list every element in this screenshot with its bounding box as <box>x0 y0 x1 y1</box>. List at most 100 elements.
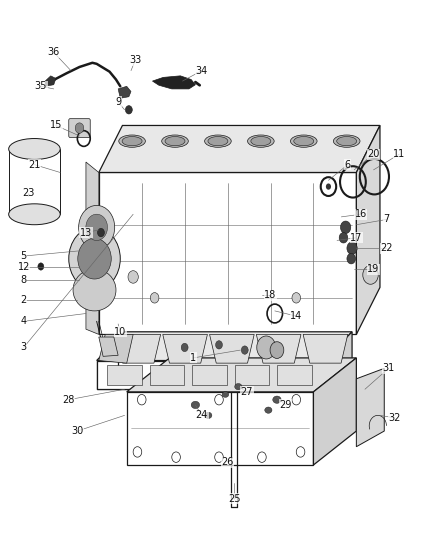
Text: 36: 36 <box>48 47 60 58</box>
Text: 14: 14 <box>290 311 302 321</box>
Circle shape <box>347 254 356 264</box>
Text: 19: 19 <box>367 264 380 274</box>
Circle shape <box>78 238 111 279</box>
Bar <box>107 365 142 385</box>
Text: 32: 32 <box>389 413 401 423</box>
Ellipse shape <box>162 135 188 147</box>
Text: 11: 11 <box>393 149 406 159</box>
Polygon shape <box>152 76 195 89</box>
Ellipse shape <box>337 136 357 146</box>
Circle shape <box>128 271 138 283</box>
Text: 28: 28 <box>63 395 75 405</box>
Text: 6: 6 <box>345 160 351 169</box>
Text: 27: 27 <box>240 387 253 397</box>
Ellipse shape <box>251 136 271 146</box>
Ellipse shape <box>222 392 229 397</box>
Text: 26: 26 <box>221 457 234 467</box>
Circle shape <box>215 394 223 405</box>
Ellipse shape <box>191 401 200 409</box>
Ellipse shape <box>294 136 314 146</box>
Ellipse shape <box>333 135 360 147</box>
Text: 34: 34 <box>196 66 208 76</box>
Circle shape <box>215 452 223 463</box>
Text: 18: 18 <box>265 290 277 300</box>
Circle shape <box>340 221 351 233</box>
Circle shape <box>138 394 146 405</box>
Text: 25: 25 <box>228 494 240 504</box>
Text: 21: 21 <box>28 160 41 169</box>
Polygon shape <box>163 334 208 363</box>
Ellipse shape <box>290 135 317 147</box>
Polygon shape <box>357 368 384 447</box>
Text: 9: 9 <box>115 97 121 107</box>
Ellipse shape <box>235 384 242 390</box>
Circle shape <box>86 214 107 240</box>
Polygon shape <box>97 332 352 360</box>
Text: 20: 20 <box>367 149 380 159</box>
Text: 1: 1 <box>190 353 196 363</box>
Ellipse shape <box>247 135 274 147</box>
Text: 15: 15 <box>49 120 62 131</box>
Circle shape <box>98 228 104 237</box>
Circle shape <box>79 205 115 249</box>
Ellipse shape <box>165 136 185 146</box>
Polygon shape <box>127 392 314 465</box>
Bar <box>150 365 184 385</box>
Polygon shape <box>97 360 324 389</box>
Text: 31: 31 <box>382 364 395 373</box>
Circle shape <box>363 265 378 284</box>
Polygon shape <box>45 76 56 86</box>
Circle shape <box>181 343 188 352</box>
Text: 16: 16 <box>354 209 367 219</box>
Text: 7: 7 <box>383 214 389 224</box>
Circle shape <box>133 447 142 457</box>
Circle shape <box>292 293 300 303</box>
Polygon shape <box>99 173 357 334</box>
Circle shape <box>257 336 276 359</box>
Ellipse shape <box>9 139 60 159</box>
Polygon shape <box>303 334 348 363</box>
Text: 12: 12 <box>18 262 30 271</box>
Text: 13: 13 <box>80 228 92 238</box>
Polygon shape <box>209 334 254 363</box>
Polygon shape <box>127 358 357 392</box>
Circle shape <box>296 447 305 457</box>
Text: 4: 4 <box>21 317 27 326</box>
Polygon shape <box>86 162 99 334</box>
Circle shape <box>258 452 266 463</box>
Text: 23: 23 <box>22 188 34 198</box>
Text: 3: 3 <box>21 343 27 352</box>
Circle shape <box>347 242 357 254</box>
Ellipse shape <box>122 136 142 146</box>
Bar <box>235 365 269 385</box>
Circle shape <box>125 106 132 114</box>
Circle shape <box>326 183 331 190</box>
FancyBboxPatch shape <box>69 119 90 138</box>
Circle shape <box>241 346 248 354</box>
Polygon shape <box>256 334 301 363</box>
Ellipse shape <box>119 135 145 147</box>
Text: 22: 22 <box>380 243 392 253</box>
Bar <box>277 365 312 385</box>
Circle shape <box>69 228 120 290</box>
Polygon shape <box>314 358 357 465</box>
Polygon shape <box>99 334 133 363</box>
Text: 29: 29 <box>279 400 292 410</box>
Ellipse shape <box>265 407 272 413</box>
Text: 24: 24 <box>196 410 208 421</box>
Bar <box>192 365 227 385</box>
Polygon shape <box>116 334 161 363</box>
Polygon shape <box>324 332 352 389</box>
Text: 5: 5 <box>21 251 27 261</box>
Text: 2: 2 <box>21 295 27 305</box>
Circle shape <box>172 452 180 463</box>
Text: 8: 8 <box>21 274 27 285</box>
Circle shape <box>75 123 84 133</box>
Ellipse shape <box>9 204 60 225</box>
Ellipse shape <box>273 396 281 403</box>
Ellipse shape <box>205 412 212 418</box>
Polygon shape <box>357 125 380 334</box>
Circle shape <box>150 293 159 303</box>
Circle shape <box>215 341 223 349</box>
Ellipse shape <box>208 136 228 146</box>
